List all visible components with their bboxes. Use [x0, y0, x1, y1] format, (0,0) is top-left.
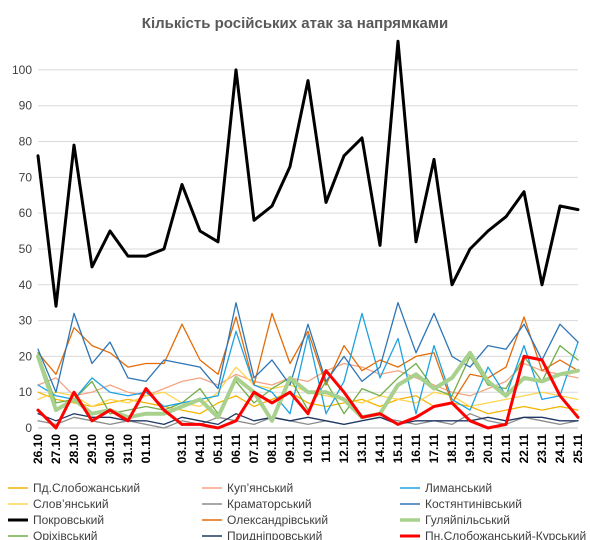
- x-tick-label: 12.11: [337, 434, 351, 464]
- gridlines: [38, 69, 578, 429]
- x-tick-label: 01.11: [139, 434, 153, 464]
- series-line: [37, 391, 579, 415]
- y-tick-label: 90: [19, 99, 33, 113]
- series-line: [37, 312, 579, 415]
- x-tick-label: 24.11: [553, 434, 567, 464]
- x-tick-label: 17.11: [427, 434, 441, 464]
- x-tick-label: 16.11: [409, 434, 423, 464]
- legend-label: Куп’янський: [227, 481, 293, 495]
- y-tick-label: 60: [19, 206, 33, 220]
- x-tick-label: 07.11: [247, 434, 261, 464]
- legend-label: Костянтинівський: [425, 497, 522, 511]
- legend-label: Слов’янський: [33, 497, 109, 511]
- x-tick-label: 05.11: [211, 434, 225, 464]
- x-tick-label: 30.10: [103, 434, 117, 464]
- y-tick-label: 80: [19, 135, 33, 149]
- series-line: [36, 39, 580, 308]
- x-tick-label: 15.11: [391, 434, 405, 464]
- y-tick-label: 10: [19, 385, 33, 399]
- x-tick-label: 18.11: [445, 434, 459, 464]
- series-line: [36, 350, 580, 423]
- legend-label: Покровський: [33, 513, 104, 527]
- x-tick-label: 09.11: [283, 434, 297, 464]
- x-tick-label: 28.10: [67, 434, 81, 464]
- series-line: [37, 362, 579, 397]
- series-line: [37, 302, 579, 393]
- x-tick-label: 22.11: [517, 434, 531, 464]
- y-tick-label: 20: [19, 349, 33, 363]
- legend-label: Оріхівський: [33, 529, 98, 540]
- legend-label: Гуляйпільський: [425, 513, 510, 527]
- y-tick-label: 100: [12, 63, 32, 77]
- y-tick-label: 50: [19, 242, 33, 256]
- y-tick-label: 30: [19, 314, 33, 328]
- legend-label: Лиманський: [425, 481, 492, 495]
- y-tick-label: 0: [25, 421, 32, 435]
- legend-label: Пн.Слобожанський-Курський: [425, 529, 586, 540]
- x-tick-label: 25.11: [571, 434, 585, 464]
- legend: Пд.Слобожанський Куп’янський Лиманський Сло…: [8, 481, 586, 540]
- x-tick-label: 27.10: [49, 434, 63, 464]
- legend-label: Пд.Слобожанський: [33, 481, 140, 495]
- legend-label: Придніпровський: [227, 529, 322, 540]
- x-tick-label: 08.11: [265, 434, 279, 464]
- x-tick-label: 14.11: [373, 434, 387, 464]
- x-tick-label: 31.10: [121, 434, 135, 464]
- x-tick-label: 29.10: [85, 434, 99, 464]
- x-tick-label: 04.11: [193, 434, 207, 464]
- x-tick-label: 03.11: [175, 434, 189, 464]
- x-tick-label: 06.11: [229, 434, 243, 464]
- x-tick-label: 23.11: [535, 434, 549, 464]
- x-tick-label: 10.11: [301, 434, 315, 464]
- x-tick-label: 11.11: [319, 434, 333, 463]
- x-tick-label: 20.11: [481, 434, 495, 464]
- series-line: [36, 354, 580, 430]
- x-tick-label: 13.11: [355, 434, 369, 464]
- series-lines: [36, 39, 580, 430]
- legend-label: Краматорський: [227, 497, 312, 511]
- y-tick-label: 70: [19, 170, 33, 184]
- x-tick-label: 26.10: [31, 434, 45, 464]
- chart-title: Кількість російських атак за напрямками: [142, 15, 448, 32]
- legend-label: Олександрівський: [227, 513, 328, 527]
- x-tick-label: 21.11: [499, 434, 513, 464]
- x-axis: 26.10 27.10 28.10 29.10 30.10 31.10 01.11 03.11…: [31, 427, 585, 464]
- y-tick-label: 40: [19, 278, 33, 292]
- x-tick-label: 19.11: [463, 434, 477, 464]
- y-axis: 0 10 20 30 40 50 60 70 80 90 100: [12, 63, 32, 435]
